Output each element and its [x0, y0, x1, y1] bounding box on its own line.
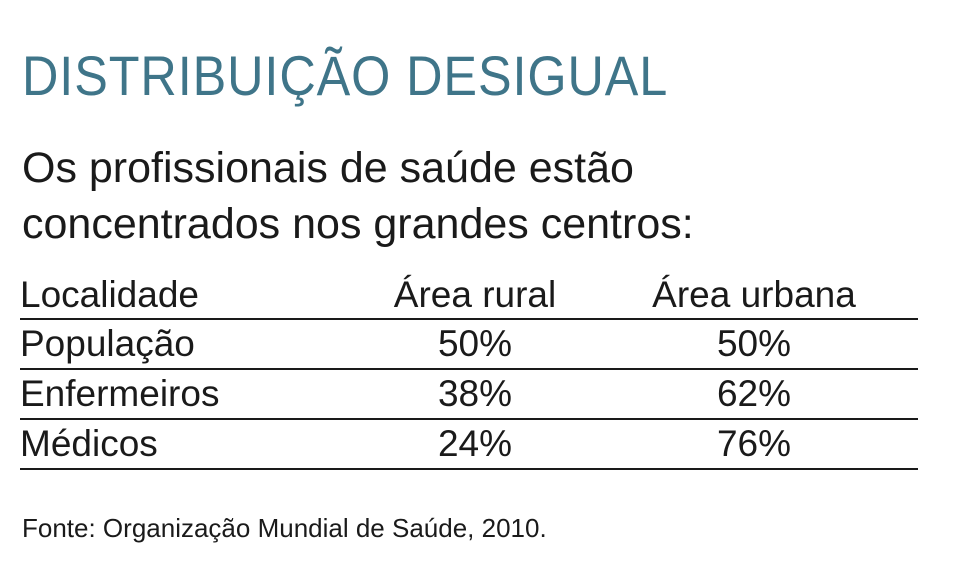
table-body: População 50% 50% Enfermeiros 38% 62% Mé…: [20, 319, 918, 470]
table-row: Enfermeiros 38% 62%: [20, 369, 918, 420]
urban-value: 62%: [590, 369, 918, 420]
column-header-area-urbana: Área urbana: [590, 272, 918, 320]
row-label: Médicos: [20, 419, 360, 470]
table-row: Médicos 24% 76%: [20, 419, 918, 470]
rural-value: 24%: [360, 419, 590, 470]
page-title: DISTRIBUIÇÃO DESIGUAL: [22, 43, 669, 107]
table-header-row: Localidade Área rural Área urbana: [20, 272, 918, 320]
rural-value: 50%: [360, 319, 590, 370]
row-label: População: [20, 319, 360, 370]
table-row: População 50% 50%: [20, 319, 918, 370]
column-header-localidade: Localidade: [20, 272, 360, 320]
subtitle-line-1: Os profissionais de saúde estão: [22, 144, 634, 192]
source-note: Fonte: Organização Mundial de Saúde, 201…: [22, 513, 547, 543]
distribution-table: Localidade Área rural Área urbana Popula…: [20, 272, 918, 470]
rural-value: 38%: [360, 369, 590, 420]
urban-value: 50%: [590, 319, 918, 370]
subtitle: Os profissionais de saúde estão concentr…: [22, 140, 922, 252]
subtitle-line-2: concentrados nos grandes centros:: [22, 200, 694, 248]
row-label: Enfermeiros: [20, 369, 360, 420]
column-header-area-rural: Área rural: [360, 272, 590, 320]
urban-value: 76%: [590, 419, 918, 470]
table-header: Localidade Área rural Área urbana: [20, 272, 918, 320]
